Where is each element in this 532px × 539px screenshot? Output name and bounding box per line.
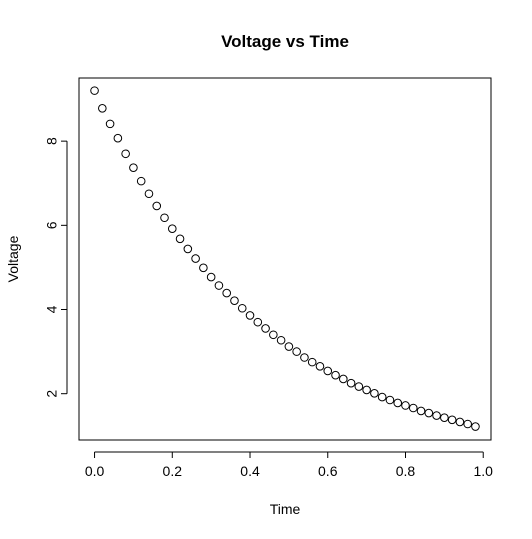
data-point bbox=[175, 234, 185, 244]
data-point bbox=[354, 382, 364, 391]
data-point bbox=[315, 362, 325, 371]
data-point bbox=[323, 366, 333, 376]
data-point bbox=[121, 149, 130, 159]
data-point bbox=[90, 86, 99, 95]
data-point bbox=[432, 411, 441, 420]
data-point bbox=[230, 296, 239, 305]
data-point bbox=[393, 398, 403, 408]
x-tick-label: 0.2 bbox=[163, 463, 183, 479]
data-point bbox=[98, 104, 107, 113]
data-point bbox=[463, 419, 472, 429]
data-point bbox=[416, 406, 426, 416]
data-point bbox=[440, 413, 449, 422]
data-point bbox=[199, 263, 208, 273]
data-point bbox=[237, 303, 247, 313]
data-point bbox=[136, 176, 146, 186]
data-point bbox=[447, 415, 457, 425]
data-point bbox=[253, 317, 263, 327]
y-axis-label: Voltage bbox=[5, 235, 21, 282]
data-point bbox=[167, 224, 177, 233]
data-point bbox=[206, 272, 216, 282]
y-tick-label: 6 bbox=[44, 221, 60, 229]
y-tick-label: 4 bbox=[44, 305, 60, 313]
data-point bbox=[331, 370, 340, 380]
plot-frame bbox=[78, 77, 492, 441]
data-point bbox=[385, 395, 395, 405]
data-point bbox=[346, 378, 356, 388]
data-points bbox=[90, 86, 480, 431]
data-point bbox=[424, 408, 434, 418]
y-tick-label: 2 bbox=[44, 390, 60, 398]
data-point bbox=[269, 330, 278, 340]
data-point bbox=[471, 422, 480, 431]
x-tick-label: 1.0 bbox=[473, 463, 493, 479]
data-point bbox=[276, 335, 286, 345]
data-point bbox=[183, 244, 193, 254]
data-point bbox=[408, 403, 418, 413]
x-axis-label: Time bbox=[270, 501, 301, 517]
data-point bbox=[214, 281, 224, 290]
data-point bbox=[292, 347, 301, 356]
data-point bbox=[284, 342, 294, 351]
data-point bbox=[245, 311, 255, 320]
x-tick-label: 0.4 bbox=[240, 463, 260, 479]
y-axis: 2 4 6 8 bbox=[44, 137, 68, 398]
data-point bbox=[160, 213, 169, 223]
chart-title: Voltage vs Time bbox=[221, 32, 349, 51]
data-point bbox=[129, 163, 138, 172]
data-point bbox=[455, 417, 465, 427]
data-point bbox=[339, 374, 348, 384]
x-axis: 0.0 0.2 0.4 0.6 0.8 1.0 bbox=[85, 451, 493, 479]
data-point bbox=[377, 392, 387, 402]
data-point bbox=[362, 385, 371, 395]
data-point bbox=[300, 353, 309, 362]
data-point bbox=[191, 254, 200, 263]
data-point bbox=[307, 357, 317, 367]
data-point bbox=[261, 324, 270, 333]
data-point bbox=[144, 189, 154, 199]
data-point bbox=[222, 288, 231, 298]
data-point bbox=[105, 119, 115, 129]
x-tick-label: 0.6 bbox=[318, 463, 338, 479]
data-point bbox=[370, 388, 379, 398]
x-tick-label: 0.0 bbox=[85, 463, 105, 479]
data-point bbox=[152, 201, 162, 211]
data-point bbox=[113, 133, 123, 143]
y-tick-label: 8 bbox=[44, 137, 60, 145]
x-tick-label: 0.8 bbox=[396, 463, 416, 479]
data-point bbox=[401, 401, 410, 410]
